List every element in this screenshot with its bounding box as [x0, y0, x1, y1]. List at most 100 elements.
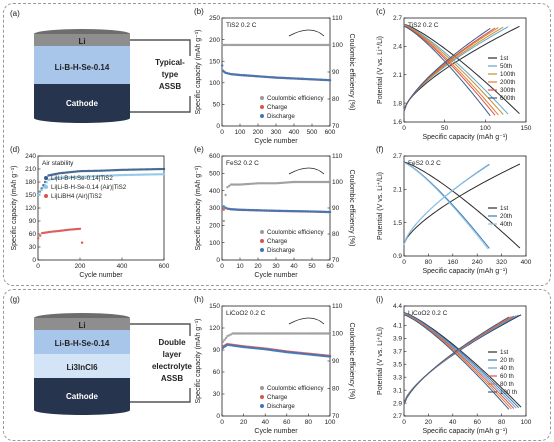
legend-marker [260, 386, 264, 390]
data-point [249, 332, 252, 335]
data-point [254, 332, 257, 335]
legend-label: Charge [267, 238, 288, 245]
data-point [78, 227, 82, 230]
y-right-tick-label: 110 [332, 15, 343, 22]
chart-annotation: TiS2 0.2 C [226, 22, 257, 29]
y-right-tick-label: 70 [332, 413, 340, 420]
data-point [228, 184, 231, 188]
y-tick-label: 300 [209, 205, 220, 212]
y-tick-label: 0.9 [393, 253, 402, 260]
legend-label: 1st [500, 349, 509, 356]
x-tick-label: 320 [496, 259, 507, 266]
y-tick-label: 4.4 [393, 303, 402, 310]
legend-label: 20th [500, 213, 513, 220]
x-tick-label: 400 [521, 259, 532, 266]
data-point [303, 332, 307, 335]
x-axis-title: Cycle number [254, 138, 298, 145]
y-right-tick-label: 110 [332, 303, 343, 310]
x-tick-label: 500 [307, 129, 318, 136]
y-right-tick-label: 100 [332, 179, 343, 186]
y-tick-label: 2.1 [393, 187, 402, 194]
legend-label: 600th [500, 95, 516, 102]
charge-curve [403, 25, 520, 110]
discharge-curve [403, 23, 520, 115]
bottom-group-box [3, 289, 551, 441]
legend-marker [260, 404, 264, 408]
legend-label: Coulombic efficiency [267, 385, 325, 392]
data-point [295, 332, 298, 335]
charge-curve [403, 27, 491, 112]
y-tick-label: 90 [29, 218, 37, 225]
data-point [305, 332, 308, 335]
data-point [220, 64, 224, 67]
data-point [285, 332, 288, 335]
discharge-curve [403, 313, 515, 409]
y-tick-label: 50 [213, 102, 221, 109]
panel-a: (a) Li Li-B-H-Se-0.14 Cathode Typical- t… [10, 9, 192, 123]
axis-arrow [288, 167, 325, 175]
data-point [245, 332, 249, 335]
chart-h: (h) LiCoO2 0.2 C 0 20 40 60 80 100 0 30 60 90 120 150… [194, 295, 355, 435]
x-tick-label: 20 [254, 263, 262, 270]
legend-marker [260, 248, 264, 252]
discharge-curve [403, 162, 489, 250]
legend-label: 100 th [500, 389, 518, 396]
legend-label: 40th [500, 221, 513, 228]
data-point [229, 333, 233, 336]
x-tick-label: 0 [220, 263, 224, 270]
x-tick-label: 60 [474, 419, 482, 426]
plot-frame [403, 155, 527, 257]
chart-annotation: Air stability [42, 160, 74, 167]
li-layer [34, 34, 130, 46]
panel-a-letter: (a) [10, 9, 20, 18]
data-point [328, 355, 332, 358]
legend-label: 50th [500, 63, 513, 70]
data-point [226, 335, 229, 338]
data-point [255, 332, 259, 335]
y-tick-label: 60 [29, 231, 37, 238]
legend-label: 1st [500, 55, 509, 62]
data-point [37, 237, 40, 240]
g-layer-label-electrolyte: Li-B-H-Se-0.14 [55, 339, 110, 348]
y-tick-label: 120 [25, 205, 36, 212]
data-point [328, 79, 332, 82]
layer-label-electrolyte: Li-B-H-Se-0.14 [55, 63, 110, 72]
x-tick-label: 40 [449, 419, 457, 426]
data-point [42, 186, 45, 189]
y-tick-label: 2.7 [393, 413, 402, 420]
y-tick-label: 180 [25, 179, 36, 186]
data-point [244, 332, 247, 335]
discharge-curve [403, 25, 491, 117]
data-point [220, 57, 224, 60]
x-tick-label: 200 [253, 129, 264, 136]
y-tick-label: 30 [213, 391, 221, 398]
g-electrolyte-layer [34, 330, 130, 354]
data-point [328, 210, 332, 214]
data-point [224, 336, 228, 340]
chart-c: (c) TiS2 0.2 C 0 50 100 150 1.6 1.8 2.1 2.4 2.7 Spe… [376, 7, 532, 141]
x-tick-label: 80 [305, 419, 313, 426]
charge-curve [403, 163, 521, 245]
x-tick-label: 0 [402, 419, 406, 426]
y-right-tick-label: 70 [332, 123, 340, 130]
y-tick-label: 400 [209, 188, 220, 195]
panel-c-letter: (c) [376, 7, 386, 16]
x-tick-label: 100 [235, 129, 246, 136]
data-point [80, 241, 84, 244]
legend-label: Coulombic efficiency [267, 95, 325, 102]
y-tick-label: 2.9 [393, 400, 402, 407]
x-tick-label: 0 [402, 125, 406, 132]
discharge-curve [403, 25, 496, 116]
y-axis-title: Potential (V vs. Li⁺/Li) [377, 327, 384, 395]
y-tick-label: 200 [209, 37, 220, 44]
legend-marker [260, 114, 264, 118]
charge-curve [403, 316, 510, 406]
side-label-g-2: layer [163, 350, 182, 359]
chart-b: (b) TiS2 0.2 C 0 100 200 300 400 500 600 0 50 100 15… [194, 7, 355, 145]
x-tick-label: 240 [472, 259, 483, 266]
x-tick-label: 600 [159, 263, 170, 270]
y-tick-label: 2.7 [393, 15, 402, 22]
data-point [242, 332, 245, 335]
layer-label-cathode: Cathode [66, 99, 99, 108]
